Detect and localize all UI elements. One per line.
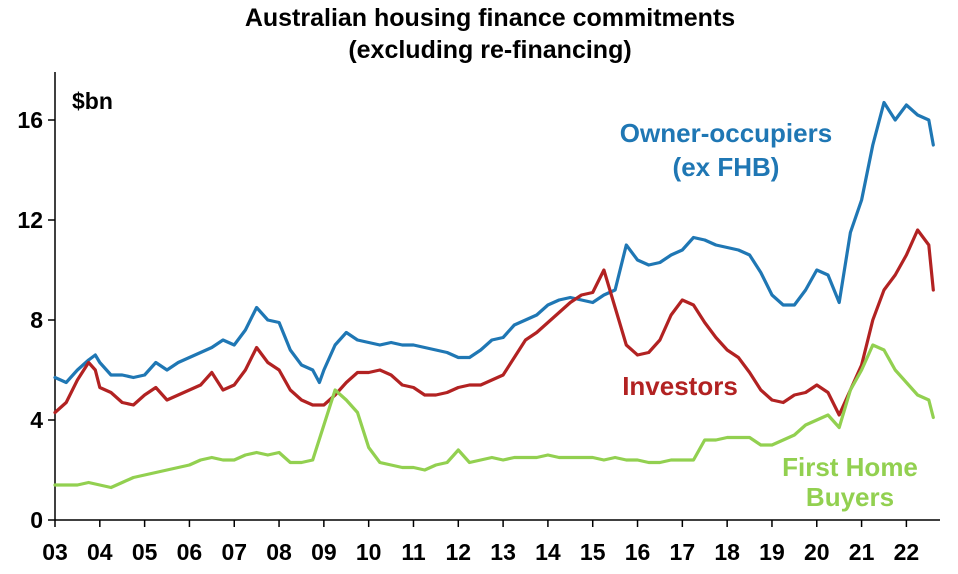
unit-label: $bn — [72, 88, 113, 114]
x-tick-label: 20 — [804, 539, 830, 565]
x-tick-label: 10 — [356, 539, 382, 565]
series-line-0 — [53, 100, 935, 385]
chart-title: Australian housing finance commitments — [245, 4, 735, 32]
x-tick-label: 14 — [535, 539, 561, 565]
series-label-0: (ex FHB) — [673, 152, 780, 182]
x-tick-label: 09 — [311, 539, 337, 565]
x-tick-label: 04 — [87, 539, 113, 565]
chart-subtitle: (excluding re-financing) — [348, 36, 631, 64]
x-tick-label: 16 — [625, 539, 651, 565]
x-tick-label: 11 — [401, 539, 426, 565]
x-tick-label: 12 — [445, 539, 471, 565]
x-tick-label: 07 — [221, 539, 247, 565]
series-lines — [53, 100, 935, 490]
y-tick-label: 16 — [17, 107, 43, 133]
x-ticks: 03 04 05 06 07 08 09 10 11 12 13 14 15 16 17 18 19 20 21 22 — [42, 520, 919, 565]
x-tick-label: 13 — [490, 539, 516, 565]
series-label-2: Buyers — [806, 482, 894, 512]
series-labels: Owner-occupiers (ex FHB) Investors First Ho… — [620, 118, 918, 512]
x-tick-label: 21 — [849, 539, 875, 565]
x-tick-label: 17 — [670, 539, 696, 565]
series-label-1: Investors — [622, 371, 738, 401]
series-line-1 — [53, 228, 935, 417]
x-tick-label: 05 — [132, 539, 158, 565]
y-tick-label: 12 — [17, 207, 43, 233]
x-tick-label: 08 — [266, 539, 292, 565]
x-tick-label: 19 — [759, 539, 785, 565]
y-tick-label: 0 — [30, 507, 43, 533]
y-tick-label: 8 — [30, 307, 43, 333]
x-tick-label: 03 — [42, 539, 68, 565]
x-tick-label: 15 — [580, 539, 606, 565]
x-tick-label: 06 — [177, 539, 203, 565]
x-tick-label: 18 — [714, 539, 740, 565]
series-line-2 — [53, 343, 935, 490]
series-label-2: First Home — [782, 452, 918, 482]
x-tick-label: 22 — [894, 539, 920, 565]
series-label-0: Owner-occupiers — [620, 118, 832, 148]
y-tick-label: 4 — [30, 407, 43, 433]
y-ticks: 0 4 8 12 16 — [17, 107, 55, 533]
